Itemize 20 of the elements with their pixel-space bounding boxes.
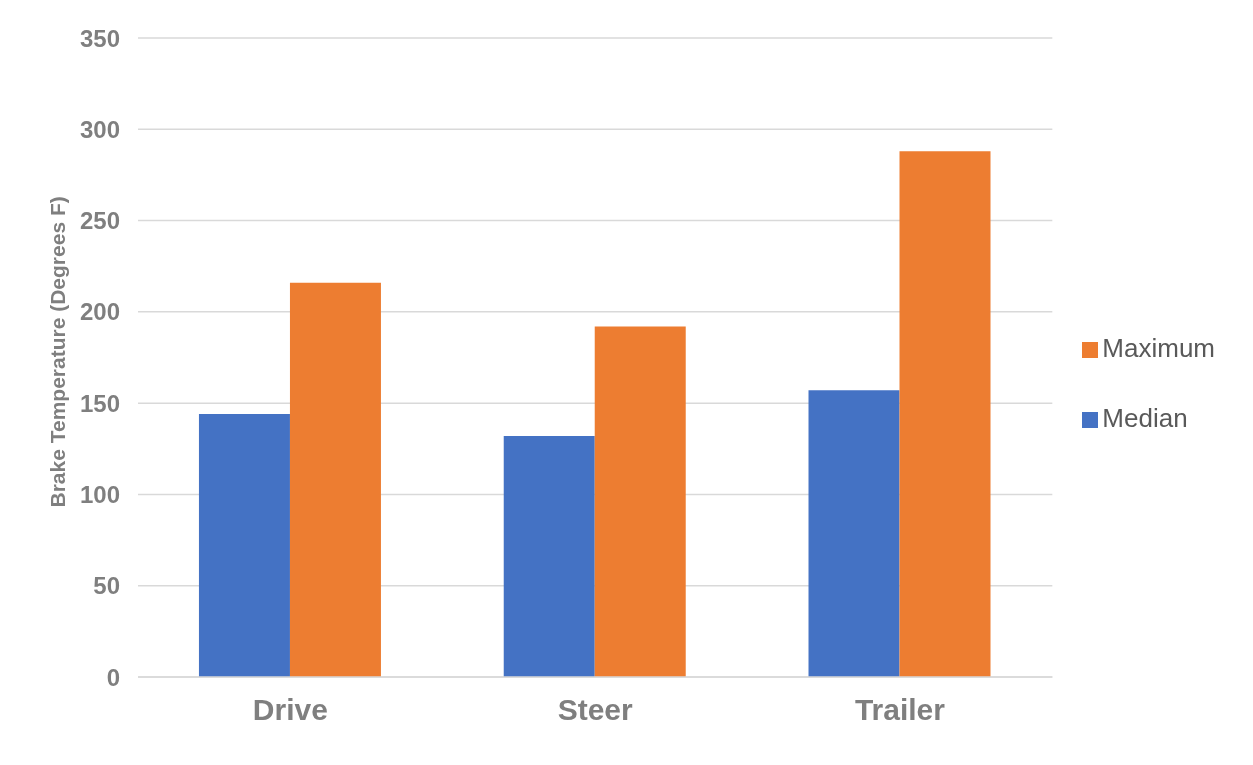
legend-label: Median — [1102, 402, 1188, 433]
bar — [289, 282, 381, 677]
y-tick-label: 200 — [79, 298, 120, 326]
bar — [198, 414, 290, 677]
y-tick-label: 250 — [79, 207, 120, 235]
bar — [808, 390, 900, 677]
y-axis-title: Brake Temperature (Degrees F) — [46, 196, 70, 508]
legend-label: Maximum — [1102, 332, 1215, 363]
y-tick-label: 150 — [79, 389, 120, 417]
x-tick-label: Steer — [557, 693, 634, 727]
x-tick-label: Trailer — [854, 693, 946, 727]
y-tick-label: 0 — [106, 663, 120, 691]
y-tick-label: 100 — [79, 480, 120, 508]
bar — [503, 436, 595, 677]
y-tick-label: 50 — [93, 572, 120, 600]
y-tick-label: 300 — [79, 115, 120, 143]
bar — [899, 151, 991, 677]
x-tick-label: Drive — [252, 693, 328, 727]
bar — [594, 326, 686, 677]
y-tick-label: 350 — [79, 24, 120, 52]
